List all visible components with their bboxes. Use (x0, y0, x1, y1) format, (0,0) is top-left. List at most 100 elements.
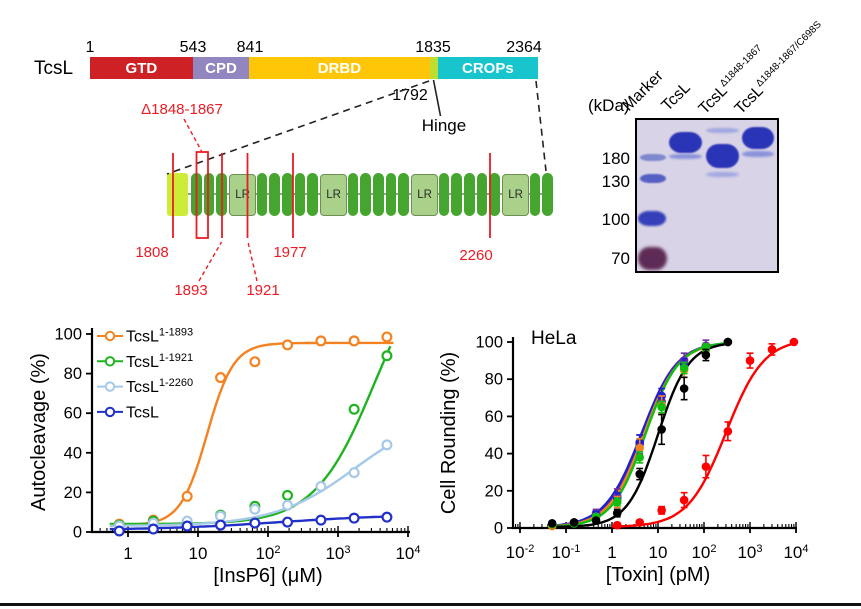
data-point (657, 425, 666, 434)
residue-tick-label: 841 (236, 39, 264, 56)
residue-tick-label: 1835 (415, 39, 451, 56)
legend-label-sup: 1-2260 (159, 377, 193, 389)
x-tick-sup: 2 (710, 543, 716, 555)
short-repeat (216, 173, 227, 216)
gel-band (640, 174, 666, 183)
residue-tick-label: 2364 (506, 39, 542, 56)
x-tick-sup: 4 (414, 544, 420, 556)
x-tick-base: 10 (325, 544, 344, 563)
data-point (612, 508, 622, 518)
data-point (657, 506, 666, 515)
marker-label-1977: 1977 (273, 244, 307, 261)
data-point (635, 469, 644, 479)
marker-label-2260: 2260 (459, 247, 493, 264)
x-tick-label: 102 (691, 543, 716, 562)
y-tick-label: 40 (64, 444, 82, 462)
data-point (789, 337, 799, 347)
marker-label-1893: 1893 (174, 282, 208, 299)
bottom-rule (0, 603, 861, 606)
y-tick-label: 80 (64, 365, 82, 383)
short-repeat (489, 173, 500, 216)
x-tick-label: 104 (395, 544, 420, 563)
y-tick-label: 60 (64, 405, 82, 423)
domain-segment-GTD: GTD (90, 57, 193, 79)
legend-label-base: TcsL (126, 404, 159, 421)
data-point (282, 489, 294, 501)
short-repeat (307, 173, 318, 216)
data-point (147, 523, 159, 535)
data-point (657, 402, 666, 412)
data-point (381, 331, 393, 343)
long-repeat: LR (229, 174, 257, 216)
x-tick-label: 1 (123, 544, 132, 563)
x-tick-base: 10 (783, 543, 802, 562)
data-point (315, 335, 327, 347)
short-repeat (294, 173, 306, 216)
x-tick-label: 102 (255, 544, 280, 563)
short-repeat (464, 173, 475, 216)
x-tick-label: 103 (737, 543, 762, 562)
data-point (679, 363, 689, 373)
x-tick-base: 10 (552, 543, 571, 562)
x-tick-base: 10 (506, 543, 525, 562)
cell-rounding-chart: 10-2 10-1 1 10 102 103 104020406080100[Toxin] … (438, 328, 809, 586)
fit-curve (109, 443, 392, 528)
gel-band (668, 132, 702, 153)
data-point (767, 345, 777, 354)
y-axis-label: Autocleavage (%) (28, 353, 50, 511)
legend-marker (104, 406, 116, 418)
x-tick-label: 104 (783, 543, 808, 562)
legend-label-base: TcsL (126, 354, 159, 371)
data-point (282, 339, 294, 351)
data-point (635, 443, 644, 453)
chart-title: HeLa (531, 328, 577, 349)
data-point (282, 499, 294, 511)
x-tick-sup: 4 (802, 543, 808, 555)
short-repeat (542, 173, 553, 216)
x-tick-base: 1 (123, 544, 132, 563)
gel-band (668, 154, 702, 159)
gel-band (638, 247, 667, 270)
x-tick-base: 1 (607, 543, 616, 562)
x-tick-base: 10 (395, 544, 414, 563)
data-point (181, 520, 193, 532)
x-tick-label: 10 (189, 544, 208, 563)
data-point (348, 467, 360, 479)
short-repeat (529, 173, 541, 216)
data-point (701, 462, 711, 471)
short-repeat (282, 173, 293, 216)
y-tick-label: 100 (475, 334, 503, 352)
short-repeat (191, 173, 202, 216)
data-point (215, 519, 227, 531)
data-point (249, 356, 261, 368)
y-tick-label: 0 (494, 520, 503, 538)
x-axis-label: [InsP6] (μM) (213, 565, 322, 587)
gel-band (705, 172, 739, 177)
data-point (215, 372, 227, 384)
data-point (348, 403, 360, 415)
residue-tick-label: 543 (179, 39, 207, 56)
fit-curve (109, 345, 392, 526)
y-tick-label: 60 (485, 408, 503, 426)
data-point (612, 520, 622, 530)
domain-segment-CROPs: CROPs (437, 57, 538, 79)
gel-band (705, 128, 739, 133)
residue-tick-label: 1 (85, 39, 95, 56)
data-point (381, 350, 393, 362)
data-point (723, 426, 733, 436)
domain-diagram: TcsL 1 543 841 1835 2364 GTD CPD DRBD CROPs Δ18… (34, 39, 553, 299)
hinge-label: Hinge (421, 116, 467, 135)
data-point (381, 511, 393, 523)
fit-curve (547, 342, 730, 529)
x-tick-sup: -1 (571, 543, 581, 555)
legend-label-sup: 1-1921 (159, 352, 193, 364)
long-repeat: LR (502, 174, 530, 216)
x-tick-sup: -2 (525, 543, 535, 555)
kda-value-70: 70 (611, 249, 630, 268)
data-point (679, 384, 689, 393)
short-repeat (269, 173, 280, 216)
domain-segment-DRBD: DRBD (249, 57, 430, 79)
legend-label: TcsL1-1893 (126, 327, 193, 346)
short-repeat (438, 173, 450, 216)
